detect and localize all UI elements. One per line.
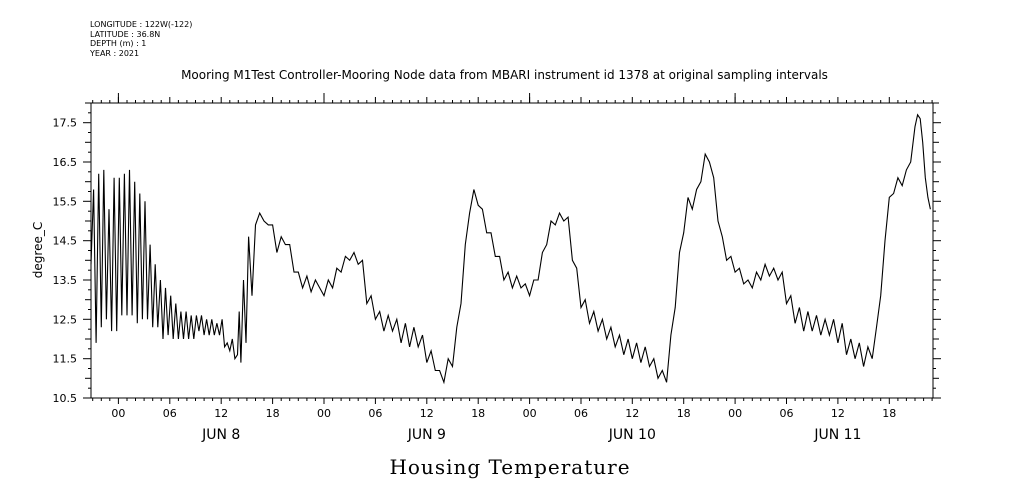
x-tick-label: 12 [420, 407, 434, 420]
figure-caption: Housing Temperature [389, 455, 631, 479]
x-tick-label: 12 [214, 407, 228, 420]
y-tick-label: 13.5 [53, 274, 78, 287]
day-label: JUN 11 [813, 427, 861, 443]
y-tick-label: 15.5 [53, 195, 78, 208]
x-tick-label: 06 [163, 407, 177, 420]
y-tick-label: 17.5 [53, 117, 78, 130]
day-label: JUN 9 [407, 427, 446, 443]
y-tick-label: 12.5 [53, 313, 78, 326]
plot-frame [90, 102, 934, 399]
y-axis-label: degree_C [31, 222, 45, 278]
longitude-label: LONGITUDE : 122W(-122) [90, 20, 193, 29]
x-tick-label: 12 [831, 407, 845, 420]
x-ticks: 00 06 12 18 00 06 12 18 00 06 12 18 00 06 12 18 JUN 8 JUN… [92, 93, 933, 443]
y-tick-label: 11.5 [53, 353, 78, 366]
chart-title: Mooring M1Test Controller-Mooring Node d… [181, 68, 828, 82]
x-tick-label: 06 [368, 407, 382, 420]
x-tick-label: 18 [266, 407, 280, 420]
y-ticks: 10.5 11.5 12.5 13.5 14.5 15.5 16.5 17.5 [53, 102, 941, 405]
series-line [90, 113, 931, 385]
x-tick-label: 00 [317, 407, 331, 420]
x-tick-label: 00 [111, 407, 125, 420]
x-tick-label: 12 [625, 407, 639, 420]
x-tick-label: 00 [728, 407, 742, 420]
day-label: JUN 10 [608, 427, 656, 443]
x-tick-label: 18 [471, 407, 485, 420]
x-tick-label: 00 [523, 407, 537, 420]
day-label: JUN 8 [201, 427, 240, 443]
year-label: YEAR : 2021 [90, 48, 140, 58]
x-tick-label: 06 [780, 407, 794, 420]
x-tick-label: 18 [677, 407, 691, 420]
metadata-block: LONGITUDE : 122W(-122) LATITUDE : 36.8N … [90, 20, 192, 58]
latitude-label: LATITUDE : 36.8N [90, 29, 161, 39]
y-tick-label: 10.5 [53, 392, 78, 405]
y-tick-label: 16.5 [53, 156, 78, 169]
depth-label: DEPTH (m) : 1 [90, 39, 147, 48]
x-tick-label: 06 [574, 407, 588, 420]
x-tick-label: 18 [882, 407, 896, 420]
y-tick-label: 14.5 [53, 235, 78, 248]
